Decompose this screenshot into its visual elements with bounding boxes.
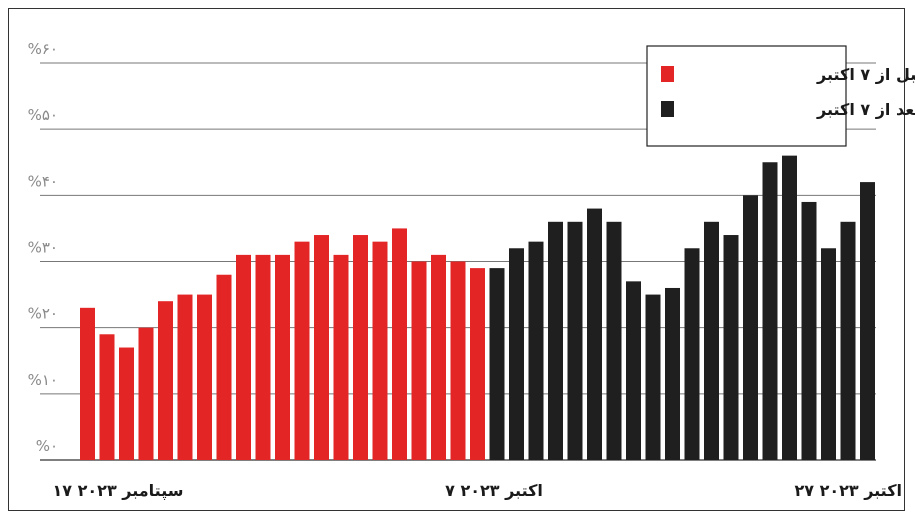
bar-before-12 — [314, 235, 329, 460]
bar-before-14 — [353, 235, 368, 460]
bar-before-16 — [392, 228, 407, 460]
y-tick-label: %۲۰ — [28, 305, 58, 323]
x-tick-label: ۲۷ اکتبر ۲۰۲۳ — [794, 481, 902, 500]
legend-box — [646, 45, 847, 147]
bar-after-1 — [509, 248, 524, 460]
bar-before-7 — [216, 274, 232, 460]
bar-after-3 — [548, 221, 563, 460]
y-tick-label: %۴۰ — [28, 172, 58, 190]
bar-after-19 — [860, 182, 875, 460]
bar-after-7 — [626, 281, 641, 460]
bar-after-15 — [782, 155, 797, 460]
bar-before-4 — [158, 301, 173, 460]
legend: قبل از ۷ اکتبر بعد از ۷ اکتبر — [646, 45, 915, 147]
x-axis-labels: ۱۷ سپتامبر ۲۰۲۳ ۷ اکتبر ۲۰۲۳ ۲۷ اکتبر ۲۰۲۳ — [53, 481, 902, 501]
bar-after-11 — [704, 221, 719, 460]
bar-before-18 — [431, 254, 446, 460]
legend-label-before: قبل از ۷ اکتبر — [816, 65, 915, 84]
bar-before-17 — [411, 261, 427, 460]
bar-after-6 — [606, 221, 622, 460]
bar-before-19 — [450, 261, 466, 460]
bar-after-13 — [743, 195, 758, 460]
bar-after-17 — [821, 248, 836, 460]
bar-before-1 — [99, 334, 115, 460]
bar-before-11 — [294, 241, 310, 460]
bar-before-15 — [372, 241, 388, 460]
x-tick-label: ۱۷ سپتامبر ۲۰۲۳ — [53, 481, 184, 501]
bar-before-9 — [255, 254, 271, 460]
bar-before-8 — [236, 254, 251, 460]
y-tick-label: %۵۰ — [28, 106, 58, 124]
bars — [80, 155, 875, 460]
bar-after-2 — [528, 241, 544, 460]
bar-after-12 — [723, 235, 739, 460]
x-tick-label: ۷ اکتبر ۲۰۲۳ — [445, 481, 543, 500]
bar-after-10 — [684, 248, 700, 460]
legend-label-after: بعد از ۷ اکتبر — [816, 100, 915, 119]
bar-before-13 — [333, 254, 349, 460]
bar-before-5 — [177, 294, 193, 460]
bar-before-3 — [138, 327, 154, 460]
bar-after-0 — [489, 268, 505, 460]
legend-swatch-before — [661, 66, 674, 82]
bar-before-20 — [470, 268, 485, 460]
y-tick-label: %۰ — [36, 437, 58, 455]
y-axis-ticks: %۰ %۱۰ %۲۰ %۳۰ %۴۰ %۵۰ %۶۰ — [28, 40, 58, 455]
bar-after-5 — [587, 208, 602, 460]
bar-before-10 — [275, 254, 290, 460]
y-tick-label: %۶۰ — [28, 40, 58, 58]
bar-after-8 — [645, 294, 661, 460]
bar-before-0 — [80, 307, 95, 460]
y-tick-label: %۱۰ — [28, 371, 58, 389]
bar-after-18 — [840, 221, 856, 460]
y-tick-label: %۳۰ — [28, 239, 58, 257]
bar-after-9 — [665, 287, 680, 460]
legend-swatch-after — [661, 101, 674, 117]
bar-before-6 — [197, 294, 212, 460]
bar-after-4 — [567, 221, 583, 460]
bar-after-16 — [801, 201, 817, 460]
bar-after-14 — [762, 162, 778, 460]
bar-before-2 — [119, 347, 134, 460]
